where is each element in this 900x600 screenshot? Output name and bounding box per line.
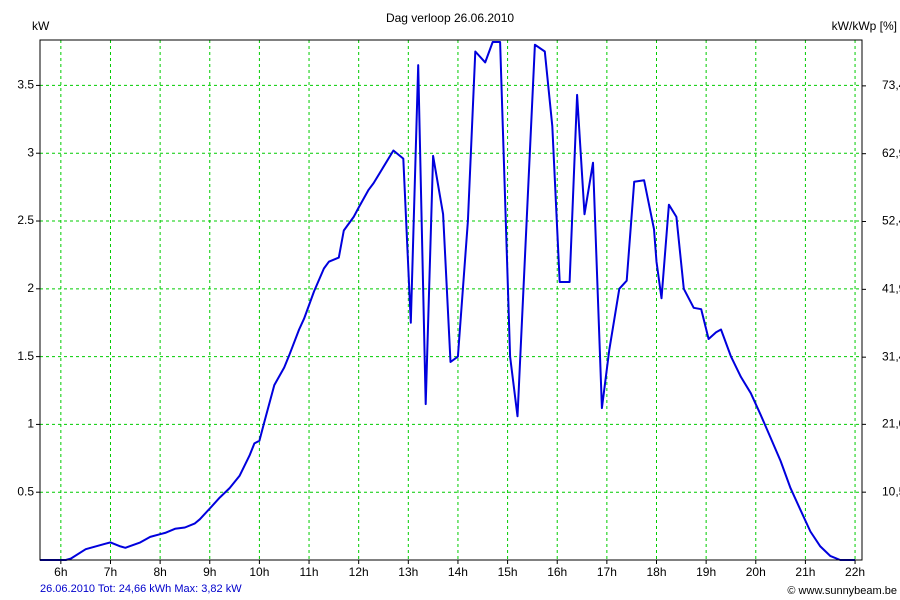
y-tick-label: 1.5 (17, 349, 34, 363)
x-tick-label: 15h (498, 565, 518, 579)
x-tick-label: 16h (547, 565, 567, 579)
x-tick-label: 14h (448, 565, 468, 579)
x-tick-label: 21h (795, 565, 815, 579)
y2-tick-label: 41,9 (882, 282, 900, 296)
x-tick-label: 10h (249, 565, 269, 579)
plot-frame (39, 39, 863, 561)
y-tick-label: 2 (27, 281, 34, 295)
plot (40, 41, 856, 561)
x-tick-label: 7h (104, 565, 117, 579)
x-tick-label: 8h (153, 565, 166, 579)
x-tick-label: 20h (746, 565, 766, 579)
y2-axis-label: kW/kWp [%] (832, 19, 897, 33)
y2-tick-label: 62,9 (882, 146, 900, 160)
x-tick-label: 17h (597, 565, 617, 579)
footer: 26.06.2010 Tot: 24,66 kWh Max: 3,82 kW (40, 583, 242, 595)
x-tick-label: 9h (203, 565, 216, 579)
y-tick-label: 3 (27, 145, 34, 159)
credit: © www.sunnybeam.be (787, 585, 897, 597)
x-tick-label: 22h (845, 565, 865, 579)
y2-tick-label: 10,5 (882, 484, 900, 498)
x-tick-label: 19h (696, 565, 716, 579)
y-tick-label: 1 (27, 417, 34, 431)
y-axis-label: kW (32, 19, 50, 33)
x-tick-label: 11h (299, 565, 318, 579)
y2-tick-label: 31,4 (882, 349, 900, 363)
y-tick-label: 2.5 (17, 213, 34, 227)
x-tick-label: 6h (54, 565, 67, 579)
y-tick-label: 0.5 (17, 484, 34, 498)
y2-tick-label: 73,4 (882, 78, 900, 92)
y2-tick-label: 52,4 (882, 214, 900, 228)
y2-tick-label: 21,0 (882, 417, 900, 431)
y-tick-label: 3.5 (17, 78, 34, 92)
x-tick-label: 12h (349, 565, 369, 579)
x-tick-label: 18h (646, 565, 666, 579)
x-tick-label: 13h (398, 565, 418, 579)
line (40, 41, 856, 561)
grid (36, 40, 866, 564)
chart-title: Dag verloop 26.06.2010 (386, 11, 514, 25)
